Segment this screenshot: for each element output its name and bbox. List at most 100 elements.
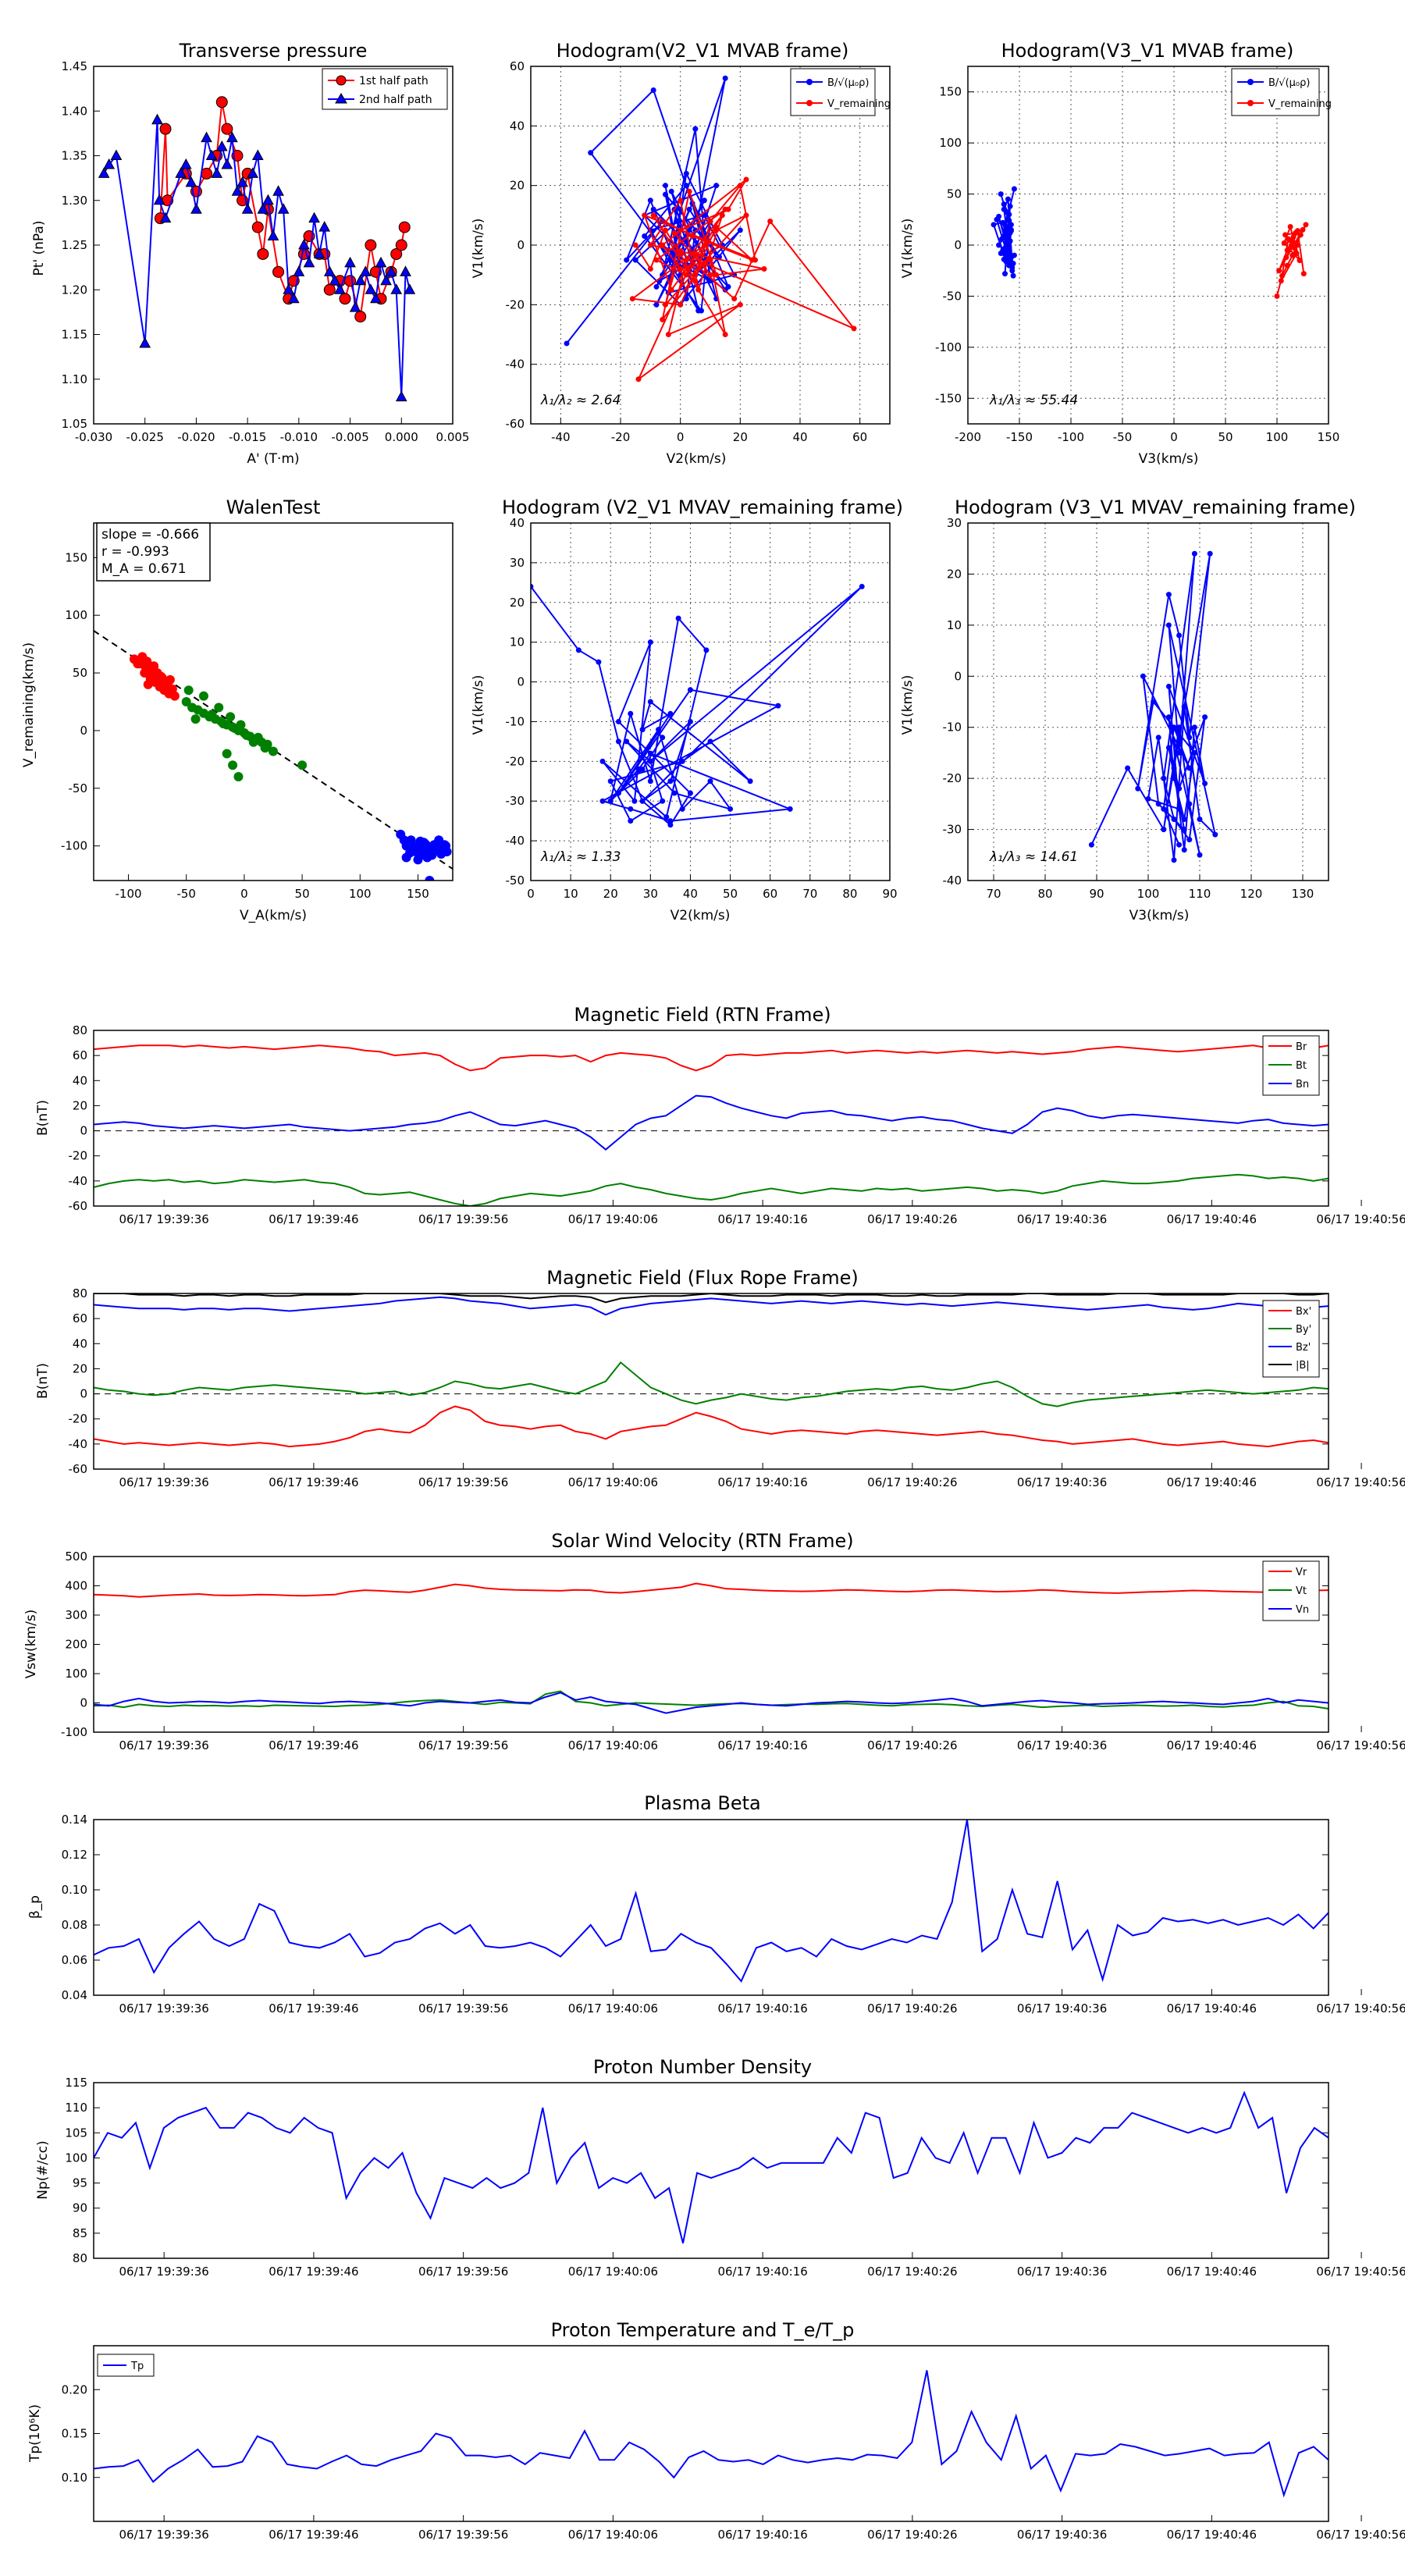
panel-proton-density: Proton Number Density Np(#/cc) 80 85 90 95 1… (35, 2056, 1405, 2279)
h1-point (653, 283, 660, 290)
h2-point (991, 222, 997, 228)
bfr-xtick-label: 06/17 19:40:16 (717, 1475, 807, 1489)
h2-point (1007, 203, 1013, 209)
h3-point (707, 738, 713, 745)
h4-point (1165, 745, 1172, 751)
h2-point (1009, 265, 1016, 271)
h4-point (1171, 857, 1177, 863)
tp-point (385, 265, 397, 276)
h3-point (727, 806, 734, 812)
h4-point (1186, 837, 1193, 843)
walen-data (94, 630, 453, 881)
walen-ytick-label: 0 (80, 724, 87, 738)
h2-point (1008, 254, 1014, 261)
h1-point (737, 183, 743, 189)
h2-xtick-label: -100 (1058, 430, 1084, 444)
h4-point (1165, 622, 1172, 628)
brtn-ytick-label: 0 (80, 1124, 87, 1138)
np-xtick-label: 06/17 19:39:56 (418, 2265, 508, 2279)
h4-point (1181, 704, 1187, 710)
walen-xtick-label: 150 (407, 887, 429, 901)
panel-transverse-pressure: Transverse pressure A' (T·m) Pt' (nPa) -… (31, 40, 469, 467)
walen-point (169, 691, 180, 701)
h3-point (607, 778, 614, 785)
h2-point (1006, 248, 1012, 254)
h3-ytick-label: -10 (506, 714, 525, 728)
walen-ytick-label: 150 (65, 550, 87, 564)
h1-point (632, 242, 638, 248)
h4-point (1191, 749, 1197, 756)
h1-ytick-label: 40 (510, 119, 525, 133)
h1-point (650, 87, 656, 94)
h2-point (996, 242, 1002, 248)
h3-point (647, 758, 653, 764)
h1-point (642, 233, 648, 240)
h3-point (615, 738, 621, 745)
h4-point (1202, 714, 1208, 720)
tp-point (267, 229, 279, 241)
h1-point (707, 257, 713, 263)
brtn-xtick-label: 06/17 19:39:56 (418, 1212, 508, 1226)
beta-ytick-label: 0.04 (62, 1988, 87, 2002)
vsw-xtick-label: 06/17 19:40:36 (1017, 1738, 1107, 1752)
h3-point (667, 778, 674, 785)
walen-point (241, 730, 251, 740)
h1-point (588, 150, 594, 156)
h1-point (668, 286, 674, 293)
h3-point (679, 806, 685, 812)
h1-point (653, 257, 660, 263)
tp-point (344, 256, 356, 268)
h4-point (1176, 785, 1183, 792)
np-xtick-label: 06/17 19:40:46 (1167, 2265, 1257, 2279)
h3-xtick-label: 80 (842, 887, 857, 901)
h1-point (686, 188, 692, 194)
bfr-ytick-label: -40 (69, 1437, 88, 1451)
walen-r: r = -0.993 (101, 544, 169, 560)
h2-point (1003, 258, 1009, 265)
vsw-ytick-label: 400 (65, 1579, 87, 1593)
tp-ylabel: Pt' (nPa) (31, 221, 47, 276)
beta-xtick-label: 06/17 19:40:16 (717, 2001, 807, 2016)
h3-annotation: λ₁/λ₂ ≈ 1.33 (540, 849, 621, 865)
vsw-ytick-label: 0 (80, 1696, 87, 1710)
h1-point (663, 183, 668, 189)
tp-point (151, 113, 163, 125)
tp-point (287, 292, 300, 304)
tp-legend-2: 2nd half path (359, 94, 432, 106)
h1-point (707, 272, 713, 278)
tp-point (110, 149, 123, 160)
h2-point (1006, 218, 1012, 224)
tp-point (365, 239, 377, 251)
tp-legend-1: 1st half path (359, 75, 429, 87)
h4-ytick-label: -30 (943, 823, 962, 837)
brtn-series-br (94, 1044, 1329, 1072)
h4-xtick-label: 90 (1089, 887, 1104, 901)
bfr-legend-bz: Bz' (1296, 1342, 1311, 1354)
h3-point (615, 790, 621, 796)
bfr-xtick-label: 06/17 19:39:56 (418, 1475, 508, 1489)
h2-point (1276, 268, 1282, 274)
vsw-ytick-label: 300 (65, 1608, 87, 1622)
h2-ytick-label: 50 (947, 187, 962, 201)
brtn-xtick-label: 06/17 19:39:36 (119, 1212, 208, 1226)
walen-point (260, 743, 270, 753)
np-data (94, 2090, 1329, 2243)
walen-point (425, 847, 436, 857)
h4-ytick-label: 0 (954, 669, 962, 683)
h4-point (1181, 816, 1187, 822)
h1-point (678, 197, 684, 204)
brtn-ytick-label: -60 (69, 1199, 88, 1213)
h1-point (743, 212, 749, 219)
walen-point (142, 656, 152, 667)
tp_temp-xtick-label: 06/17 19:39:36 (119, 2528, 208, 2542)
h4-point (1176, 841, 1183, 848)
tp-point (354, 311, 367, 323)
tp-point (303, 256, 315, 268)
tp-point (395, 390, 407, 402)
vsw-series-vt (94, 1690, 1329, 1710)
tp-point (395, 239, 407, 251)
h1-point (564, 340, 570, 347)
h1-xtick-label: 0 (677, 430, 685, 444)
walen-ma: M_A = 0.671 (101, 561, 187, 577)
h4-point (1176, 749, 1183, 756)
